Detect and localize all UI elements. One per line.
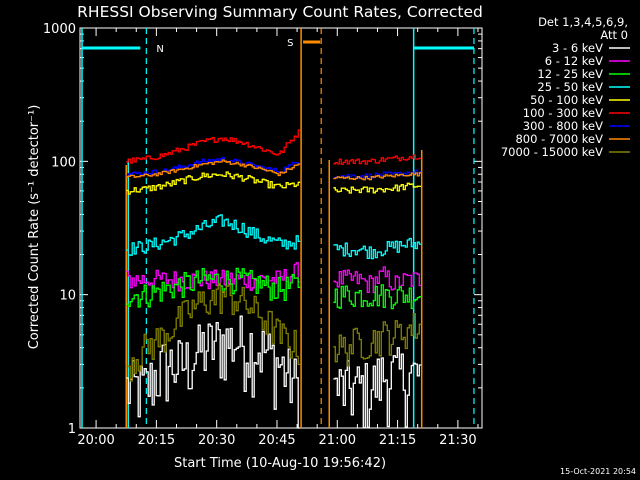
series-line [333,169,422,179]
legend-label: 6 - 12 keV [545,54,603,68]
series-line [333,312,422,367]
y-axis-label: Corrected Count Rate (s⁻¹ detector⁻¹) [27,105,42,350]
night-label: N [156,44,163,55]
legend-label: 50 - 100 keV [530,93,603,107]
series-line [333,182,422,194]
legend-header-line-1: Det 1,3,4,5,6,9, [538,15,628,29]
series-line [126,214,301,256]
series-line [333,347,422,429]
x-tick-label: 21:00 [319,433,356,448]
series-line [126,129,301,164]
y-tick-label: 1000 [43,22,76,37]
y-tick-label: 10 [59,289,76,304]
legend-label: 300 - 800 keV [523,119,603,133]
x-tick-label: 20:15 [138,433,175,448]
series-line [126,267,301,308]
series-line [333,284,422,310]
legend-label: 800 - 7000 keV [515,132,603,146]
series-line [333,237,422,260]
series-line [126,315,301,429]
x-tick-label: 20:00 [77,433,114,448]
x-tick-label: 20:30 [198,433,235,448]
x-tick-label: 20:45 [258,433,295,448]
legend-label: 7000 - 15000 keV [501,145,603,159]
legend-label: 100 - 300 keV [523,106,603,120]
y-tick-label: 1 [68,422,76,437]
saa-label: S [287,38,293,49]
legend-label: 25 - 50 keV [537,80,603,94]
plot-frame [79,27,483,429]
series-line [333,266,422,294]
plot-area: 1 10 100 1000 20:00 20:15 20:30 20:45 21:00 21:15… [43,22,483,448]
series-line [333,172,422,181]
y-tick-label: 100 [51,155,76,170]
series-line [126,283,301,382]
series-line [126,156,301,177]
x-axis-label: Start Time (10-Aug-10 19:56:42) [174,456,386,471]
x-tick-label: 21:15 [379,433,416,448]
series-line [126,262,301,292]
chart-title: RHESSI Observing Summary Count Rates, Co… [77,3,483,21]
series-line [126,159,301,178]
series-line [333,154,422,165]
footer-timestamp: 15-Oct-2021 20:54 [560,467,636,476]
x-tick-label: 21:30 [439,433,476,448]
legend-label: 3 - 6 keV [552,41,603,55]
legend-label: 12 - 25 keV [537,67,603,81]
series-line [126,171,301,195]
legend-header-line-2: Att 0 [600,28,628,42]
